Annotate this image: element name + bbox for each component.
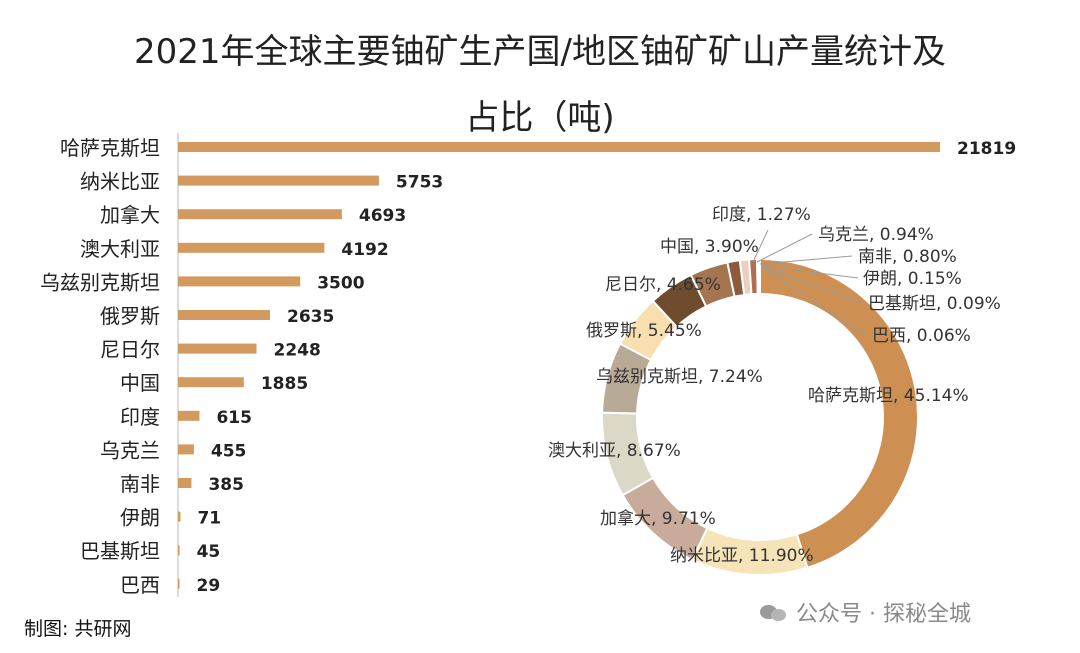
bar-category-label: 伊朗 [120, 506, 160, 530]
bar-value-label: 3500 [317, 273, 364, 293]
bar-value-label: 4693 [359, 206, 406, 226]
bar-category-label: 哈萨克斯坦 [60, 136, 160, 160]
donut-slice-label: 纳米比亚, 11.90% [670, 546, 814, 566]
chart-title-line-2: 占比（吨) [465, 98, 615, 138]
donut-slice-label: 巴西, 0.06% [872, 326, 971, 346]
bar-mark [178, 444, 194, 455]
bar-category-label: 纳米比亚 [80, 170, 160, 194]
donut-slice [758, 257, 761, 296]
bar-category-label: 南非 [120, 472, 160, 496]
bar-category-label: 澳大利亚 [80, 237, 160, 261]
bar-value-label: 1885 [261, 374, 308, 394]
watermark: 公众号 · 探秘全城 [760, 596, 971, 628]
bar-mark [178, 242, 325, 253]
donut-leader-line [756, 233, 813, 263]
bar-mark [178, 511, 181, 522]
bar-mark [178, 175, 379, 186]
donut-slice-label: 乌兹别克斯坦, 7.24% [596, 367, 763, 387]
chart-source-footer: 制图: 共研网 [24, 618, 132, 640]
bar-value-label: 45 [197, 542, 221, 562]
donut-slice-label: 中国, 3.90% [660, 237, 759, 257]
donut-leader-line [759, 255, 853, 265]
bar-mark [178, 310, 271, 320]
bar-mark [178, 343, 257, 354]
bar-mark [178, 276, 301, 287]
donut-slice-label: 俄罗斯, 5.45% [586, 321, 702, 341]
donut-leader-line [763, 267, 863, 304]
watermark-text: 公众号 · 探秘全城 [796, 602, 971, 627]
bar-category-label: 巴基斯坦 [80, 539, 160, 563]
donut-slice [759, 257, 919, 569]
bar-value-label: 4192 [341, 240, 388, 260]
bar-value-label: 5753 [396, 173, 443, 193]
chart-title-line-1: 2021年全球主要铀矿生产国/地区铀矿矿山产量统计及 [134, 32, 946, 72]
bar-value-label: 29 [197, 576, 221, 596]
bar-value-label: 2635 [287, 307, 334, 327]
bar-category-label: 印度 [120, 405, 160, 429]
bar-mark [178, 578, 180, 589]
wechat-icon [760, 601, 788, 623]
bar-mark [178, 478, 192, 488]
bar-mark [178, 377, 244, 388]
donut-slice-label: 加拿大, 9.71% [600, 508, 716, 529]
donut-slice-label: 哈萨克斯坦, 45.14% [808, 386, 969, 406]
bar-value-label: 455 [211, 441, 247, 461]
bar-category-label: 巴西 [120, 573, 160, 597]
donut-slice-label: 伊朗, 0.15% [863, 269, 962, 289]
donut-slice-label: 巴基斯坦, 0.09% [868, 294, 1001, 314]
bar-category-label: 乌克兰 [100, 438, 160, 462]
bar-value-label: 21819 [957, 139, 1016, 159]
bar-mark [178, 410, 200, 421]
donut-slice-label: 澳大利亚, 8.67% [548, 441, 681, 461]
donut-slice-label: 尼日尔, 4.65% [605, 275, 721, 295]
bar-category-label: 加拿大 [100, 203, 160, 227]
donut-slice-label: 乌克兰, 0.94% [818, 225, 934, 245]
donut-leader-line [752, 229, 769, 263]
donut-leader-line [762, 265, 859, 279]
donut-slice-label: 南非, 0.80% [858, 247, 957, 267]
bar-mark [178, 545, 180, 556]
bar-category-label: 乌兹别克斯坦 [40, 270, 160, 294]
bar-category-label: 尼日尔 [100, 338, 160, 362]
bar-category-label: 俄罗斯 [100, 304, 160, 328]
bar-category-label: 中国 [120, 371, 160, 395]
bar-value-label: 2248 [274, 341, 321, 361]
bar-value-label: 615 [216, 408, 252, 428]
bar-mark [178, 209, 342, 220]
donut-slice-label: 印度, 1.27% [712, 205, 811, 225]
bar-value-label: 71 [197, 509, 221, 529]
bar-mark [178, 142, 940, 152]
bar-value-label: 385 [208, 475, 244, 495]
donut-leader-line [764, 269, 867, 336]
